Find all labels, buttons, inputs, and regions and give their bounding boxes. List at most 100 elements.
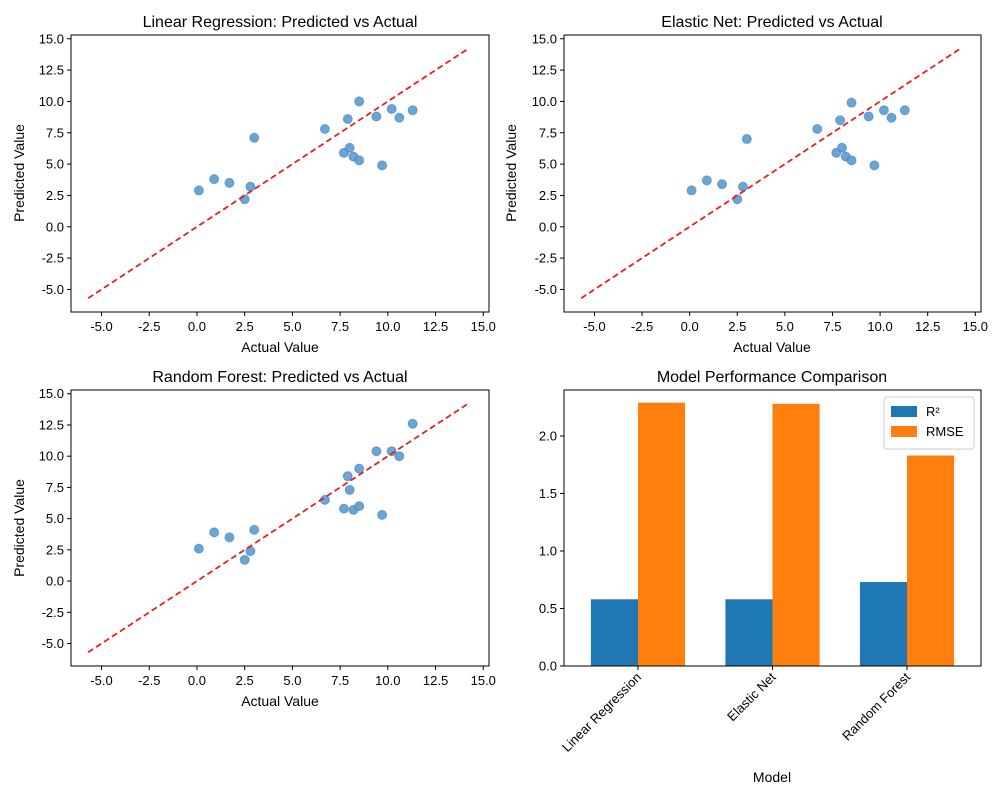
y-tick-label: 0.0 [46,219,64,234]
bar-r2 [590,599,638,666]
y-tick-label: 10.0 [532,94,557,109]
x-axis-label: Actual Value [241,339,319,355]
legend-swatch [891,406,917,417]
x-tick-label: -5.0 [90,319,112,334]
data-point [886,112,897,123]
data-point [209,174,220,185]
y-tick-label: 12.5 [39,417,64,432]
x-tick-label: -2.5 [138,319,160,334]
y-tick-label: 15.0 [39,31,64,46]
data-point [394,112,405,123]
y-tick-label: 5.0 [46,157,64,172]
data-point [377,509,388,520]
plot-frame [70,34,490,313]
y-tick-label: 1.5 [539,486,557,501]
y-tick-label: 7.5 [46,125,64,140]
y-tick-label: -5.0 [535,282,557,297]
y-tick-label: 0.5 [539,601,557,616]
data-point [737,181,748,192]
y-axis-label: Predicted Value [11,479,27,577]
data-point [869,160,880,171]
data-point [394,451,405,462]
y-axis-label: Predicted Value [11,124,27,222]
data-point [846,97,857,108]
data-point [319,124,330,135]
legend: R² RMSE [883,396,975,450]
y-tick-label: 0.0 [539,659,557,674]
y-tick-label: 5.0 [539,157,557,172]
x-tick-label: 15.0 [963,319,988,334]
data-point [386,446,397,457]
x-tick-label: 15.0 [471,319,496,334]
panel-title: Elastic Net: Predicted vs Actual [661,14,882,31]
data-point [371,446,382,457]
data-point [732,194,743,205]
data-point [224,532,235,543]
y-axis-label: Predicted Value [503,124,519,222]
x-tick-label: 2.5 [728,319,746,334]
x-tick-label: -2.5 [138,673,160,688]
data-point [338,503,349,514]
data-point [354,155,365,166]
x-tick-label: 5.0 [283,319,301,334]
data-point [835,115,846,126]
x-tick-label: 7.5 [331,319,349,334]
y-tick-label: 0.0 [46,574,64,589]
x-tick-label: 12.5 [423,673,448,688]
data-point [837,142,847,153]
x-tick-label: -2.5 [631,319,653,334]
data-point [863,111,874,122]
data-point [407,418,418,429]
y-tick-label: 2.5 [539,188,557,203]
data-point [193,543,204,554]
plot-frame [563,389,982,667]
data-point [386,103,397,114]
y-tick-label: 15.0 [532,31,557,46]
x-tick-label: 7.5 [823,319,841,334]
data-point [239,554,250,565]
x-tick-label: 2.5 [236,319,254,334]
x-tick-label: 12.5 [423,319,448,334]
data-point [899,105,910,116]
y-tick-label: -2.5 [42,251,64,266]
y-tick-label: 0.0 [539,219,557,234]
y-tick-label: 5.0 [46,511,64,526]
plot-frame [70,389,490,667]
data-point [354,96,365,107]
x-axis-label: Actual Value [733,339,811,355]
x-tick-label: 12.5 [915,319,940,334]
panel-title: Random Forest: Predicted vs Actual [152,369,407,386]
data-point [717,179,728,190]
y-tick-label: 7.5 [539,125,557,140]
y-tick-label: 7.5 [46,480,64,495]
panel-title: Model Performance Comparison [657,369,887,386]
bar-rmse [772,403,820,666]
x-tick-label: 2.5 [236,673,254,688]
x-tick-label: 15.0 [471,673,496,688]
y-tick-label: 2.5 [46,188,64,203]
data-point [812,124,823,135]
y-tick-label: 1.0 [539,544,557,559]
data-point [344,142,355,153]
data-point [224,177,235,188]
x-tick-label: 7.5 [331,673,349,688]
data-point [701,175,712,186]
x-tick-label: 10.0 [375,319,400,334]
data-point [407,105,418,116]
y-tick-label: -5.0 [42,636,64,651]
data-point [342,113,353,124]
data-point [344,484,355,495]
data-point [354,501,365,512]
y-tick-label: 10.0 [39,94,64,109]
x-tick-label: -5.0 [583,319,605,334]
bar-rmse [637,402,686,666]
panel-title: Linear Regression: Predicted vs Actual [143,14,418,31]
data-point [371,111,382,122]
y-tick-label: 15.0 [39,386,64,401]
y-tick-label: -2.5 [42,605,64,620]
data-point [209,527,220,538]
legend-swatch [891,426,917,437]
x-tick-label: 0.0 [681,319,699,334]
y-tick-label: 2.0 [539,429,557,444]
